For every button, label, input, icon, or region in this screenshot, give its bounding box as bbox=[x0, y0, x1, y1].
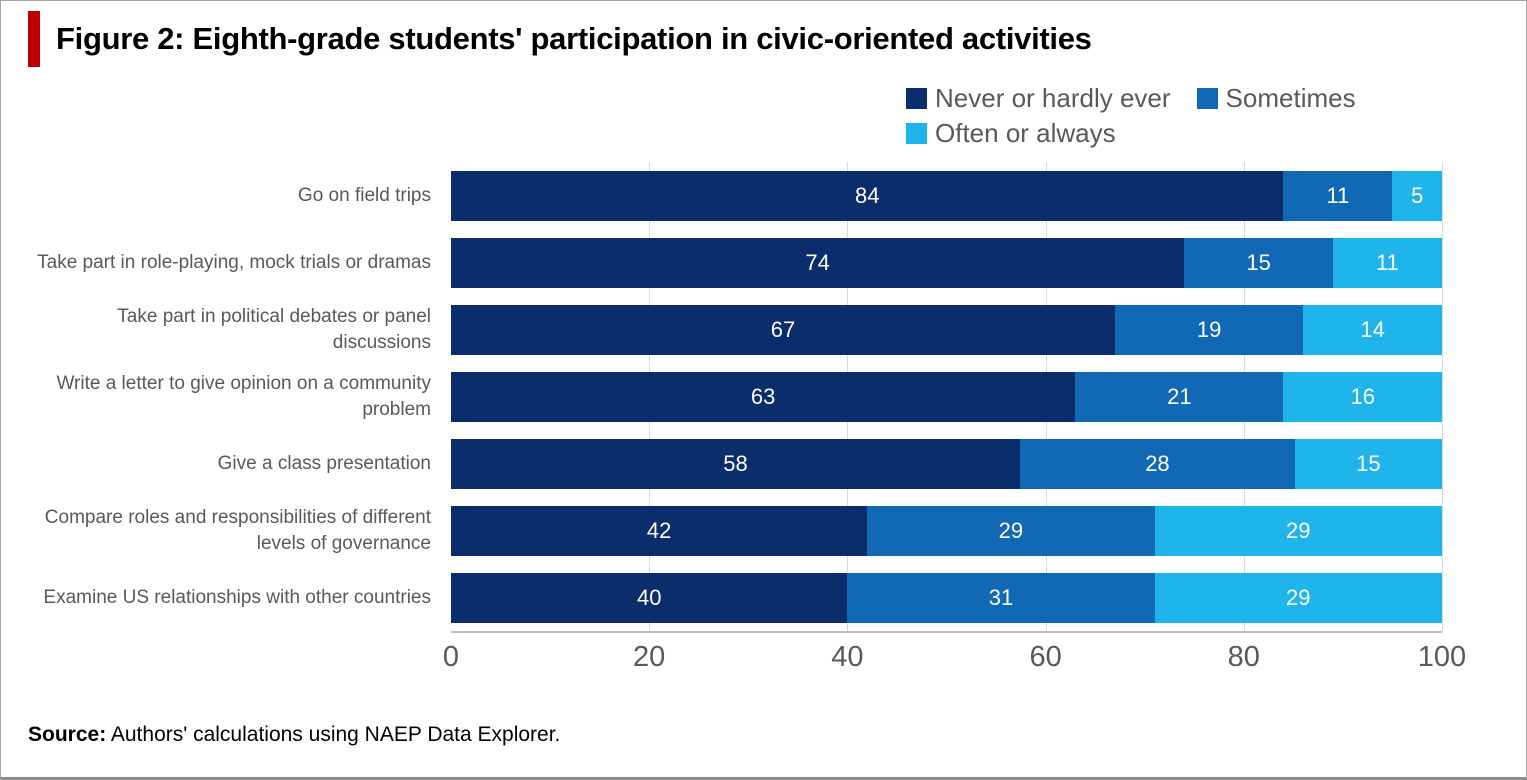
bar-segment-often-or-always: 14 bbox=[1303, 304, 1442, 355]
category-label: Compare roles and responsibilities of di… bbox=[44, 506, 431, 554]
segment-value-label: 14 bbox=[1360, 316, 1385, 342]
legend-item-sometimes: Sometimes bbox=[1196, 83, 1356, 114]
bar-row: Take part in role-playing, mock trials o… bbox=[28, 229, 1442, 296]
x-axis-tick-label: 60 bbox=[1029, 641, 1062, 673]
bar-segment-never-or-hardly-ever: 40 bbox=[451, 572, 848, 623]
bar-track: 74 15 11 bbox=[451, 237, 1442, 288]
figure-header: Figure 2: Eighth-grade students' partici… bbox=[1, 1, 1526, 67]
category-label: Take part in political debates or panel … bbox=[117, 305, 431, 353]
category-label: Give a class presentation bbox=[217, 452, 431, 474]
bar-segment-sometimes: 29 bbox=[867, 505, 1155, 556]
segment-value-label: 42 bbox=[646, 517, 672, 543]
segment-value-label: 19 bbox=[1196, 316, 1222, 342]
segment-value-label: 74 bbox=[805, 249, 830, 275]
segment-value-label: 84 bbox=[854, 182, 880, 208]
bar-row: Give a class presentation 58 28 15 bbox=[28, 430, 1442, 497]
legend-swatch bbox=[906, 88, 927, 109]
x-axis-tick-label: 40 bbox=[831, 641, 864, 673]
segment-value-label: 16 bbox=[1350, 383, 1375, 409]
stacked-bar-chart: Go on field trips 84 11 5 Take part in role-… bbox=[28, 162, 1466, 681]
bar-segment-often-or-always: 15 bbox=[1294, 438, 1442, 489]
segment-value-label: 29 bbox=[1286, 584, 1311, 610]
segment-value-label: 29 bbox=[998, 517, 1024, 543]
segment-value-label: 21 bbox=[1167, 383, 1192, 409]
segment-value-label: 11 bbox=[1376, 249, 1399, 275]
segment-value-label: 29 bbox=[1286, 517, 1311, 543]
x-axis: 0 20 40 60 80 100 bbox=[443, 631, 1466, 681]
segment-value-label: 63 bbox=[750, 383, 776, 409]
category-label: Take part in role-playing, mock trials o… bbox=[37, 251, 431, 273]
source-label: Source: bbox=[28, 723, 107, 746]
legend-item-never-or-hardly-ever: Never or hardly ever bbox=[906, 83, 1171, 114]
accent-bar bbox=[28, 11, 40, 67]
segment-value-label: 28 bbox=[1145, 450, 1170, 476]
x-axis-tick-label: 0 bbox=[442, 641, 460, 673]
segment-value-label: 40 bbox=[636, 584, 662, 610]
bar-segment-never-or-hardly-ever: 63 bbox=[451, 371, 1076, 422]
bar-row: Go on field trips 84 11 5 bbox=[28, 162, 1442, 229]
bar-track: 63 21 16 bbox=[451, 371, 1442, 422]
segment-value-label: 58 bbox=[723, 450, 748, 476]
legend-swatch bbox=[906, 123, 927, 144]
segment-value-label: 15 bbox=[1246, 249, 1271, 275]
bar-segment-often-or-always: 16 bbox=[1283, 371, 1442, 422]
category-label: Write a letter to give opinion on a comm… bbox=[56, 372, 431, 420]
bar-row: Compare roles and responsibilities of di… bbox=[28, 497, 1442, 564]
chart-legend: Never or hardly ever Sometimes Often or al… bbox=[906, 83, 1466, 149]
bar-track: 42 29 29 bbox=[451, 505, 1442, 556]
bar-segment-sometimes: 15 bbox=[1184, 237, 1333, 288]
bar-segment-often-or-always: 11 bbox=[1332, 237, 1442, 288]
legend-label: Sometimes bbox=[1225, 83, 1356, 113]
bar-segment-often-or-always: 29 bbox=[1154, 572, 1442, 623]
bar-row: Take part in political debates or panel … bbox=[28, 296, 1442, 363]
figure-title: Figure 2: Eighth-grade students' partici… bbox=[56, 21, 1092, 57]
segment-value-label: 67 bbox=[770, 316, 796, 342]
bar-segment-never-or-hardly-ever: 67 bbox=[451, 304, 1115, 355]
legend-label: Never or hardly ever bbox=[935, 83, 1171, 113]
category-label: Go on field trips bbox=[297, 184, 431, 206]
bar-segment-sometimes: 31 bbox=[847, 572, 1155, 623]
source-note: Source: Authors' calculations using NAEP… bbox=[28, 723, 560, 747]
bar-segment-sometimes: 19 bbox=[1114, 304, 1304, 355]
bar-segment-never-or-hardly-ever: 58 bbox=[451, 438, 1021, 489]
legend-label: Often or always bbox=[935, 118, 1116, 148]
segment-value-label: 15 bbox=[1356, 450, 1381, 476]
x-axis-tick-label: 80 bbox=[1227, 641, 1260, 673]
bar-track: 67 19 14 bbox=[451, 304, 1442, 355]
segment-value-label: 11 bbox=[1326, 182, 1350, 208]
legend-item-often-or-always: Often or always bbox=[906, 118, 1116, 149]
bar-track: 84 11 5 bbox=[451, 170, 1442, 221]
legend-swatch bbox=[1196, 88, 1218, 109]
bar-row: Write a letter to give opinion on a comm… bbox=[28, 363, 1442, 430]
gridline bbox=[1442, 162, 1443, 631]
bar-track: 58 28 15 bbox=[451, 438, 1442, 489]
bar-segment-often-or-always: 29 bbox=[1154, 505, 1442, 556]
category-label: Examine US relationships with other coun… bbox=[43, 586, 431, 608]
bar-segment-never-or-hardly-ever: 74 bbox=[451, 237, 1185, 288]
bar-segment-sometimes: 21 bbox=[1075, 371, 1284, 422]
x-axis-tick-label: 100 bbox=[1417, 641, 1467, 673]
bar-segment-often-or-always: 5 bbox=[1392, 170, 1442, 221]
bar-segment-sometimes: 11 bbox=[1283, 170, 1393, 221]
bar-row: Examine US relationships with other coun… bbox=[28, 564, 1442, 631]
segment-value-label: 5 bbox=[1411, 182, 1424, 208]
segment-value-label: 31 bbox=[988, 584, 1014, 610]
bar-segment-never-or-hardly-ever: 84 bbox=[451, 170, 1284, 221]
bar-track: 40 31 29 bbox=[451, 572, 1442, 623]
bar-segment-never-or-hardly-ever: 42 bbox=[451, 505, 868, 556]
x-axis-tick-label: 20 bbox=[633, 641, 666, 673]
source-text: Authors' calculations using NAEP Data Ex… bbox=[106, 723, 561, 746]
bar-rows: Go on field trips 84 11 5 Take part in role-… bbox=[28, 162, 1442, 631]
bar-segment-sometimes: 28 bbox=[1020, 438, 1295, 489]
